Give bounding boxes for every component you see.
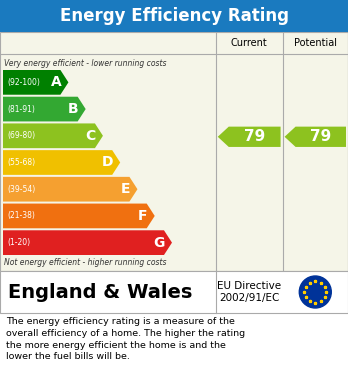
Text: Potential: Potential <box>294 38 337 48</box>
Text: F: F <box>138 209 148 223</box>
Text: (1-20): (1-20) <box>7 238 30 247</box>
Circle shape <box>299 276 331 308</box>
Text: C: C <box>86 129 96 143</box>
Polygon shape <box>285 127 346 147</box>
Polygon shape <box>3 204 155 228</box>
Polygon shape <box>218 127 280 147</box>
Bar <box>0 0 348 32</box>
Polygon shape <box>3 230 172 255</box>
Text: The energy efficiency rating is a measure of the
overall efficiency of a home. T: The energy efficiency rating is a measur… <box>6 317 245 361</box>
Polygon shape <box>3 177 137 202</box>
Text: (81-91): (81-91) <box>7 104 35 113</box>
Text: (92-100): (92-100) <box>7 78 40 87</box>
Text: EU Directive
2002/91/EC: EU Directive 2002/91/EC <box>217 281 281 303</box>
Text: Very energy efficient - lower running costs: Very energy efficient - lower running co… <box>4 59 166 68</box>
Bar <box>0 32 348 271</box>
Polygon shape <box>3 124 103 148</box>
Text: Energy Efficiency Rating: Energy Efficiency Rating <box>60 7 288 25</box>
Polygon shape <box>3 70 69 95</box>
Text: A: A <box>51 75 61 90</box>
Text: Current: Current <box>231 38 268 48</box>
Text: (39-54): (39-54) <box>7 185 35 194</box>
Text: 79: 79 <box>244 129 265 144</box>
Text: E: E <box>121 182 130 196</box>
Text: (69-80): (69-80) <box>7 131 35 140</box>
Polygon shape <box>3 150 120 175</box>
Bar <box>0 271 348 313</box>
Text: Not energy efficient - higher running costs: Not energy efficient - higher running co… <box>4 258 166 267</box>
Text: 79: 79 <box>310 129 331 144</box>
Text: G: G <box>153 236 165 249</box>
Text: (55-68): (55-68) <box>7 158 35 167</box>
Text: (21-38): (21-38) <box>7 212 35 221</box>
Text: England & Wales: England & Wales <box>8 283 192 301</box>
Polygon shape <box>3 97 86 122</box>
Text: D: D <box>102 156 113 170</box>
Text: B: B <box>68 102 79 116</box>
